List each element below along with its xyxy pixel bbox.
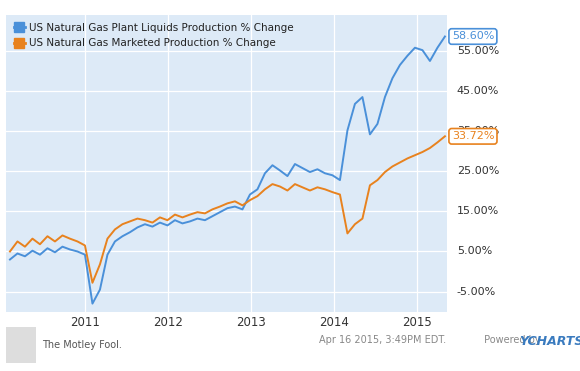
Text: Apr 16 2015, 3:49PM EDT.: Apr 16 2015, 3:49PM EDT.	[319, 335, 446, 345]
Text: 5.00%: 5.00%	[457, 246, 492, 256]
Text: YCHARTS: YCHARTS	[519, 335, 580, 348]
Text: 58.60%: 58.60%	[452, 32, 494, 42]
Text: 25.00%: 25.00%	[457, 166, 499, 176]
Text: 35.00%: 35.00%	[457, 126, 499, 136]
Text: The Motley Fool.: The Motley Fool.	[42, 340, 122, 350]
Text: 15.00%: 15.00%	[457, 206, 499, 216]
Text: 33.72%: 33.72%	[452, 131, 494, 141]
Text: Powered by: Powered by	[481, 335, 544, 345]
Text: 45.00%: 45.00%	[457, 86, 499, 96]
Legend: US Natural Gas Plant Liquids Production % Change, US Natural Gas Marketed Produc: US Natural Gas Plant Liquids Production …	[11, 20, 296, 52]
FancyBboxPatch shape	[6, 327, 36, 363]
Text: 55.00%: 55.00%	[457, 46, 499, 56]
Text: -5.00%: -5.00%	[457, 286, 496, 296]
